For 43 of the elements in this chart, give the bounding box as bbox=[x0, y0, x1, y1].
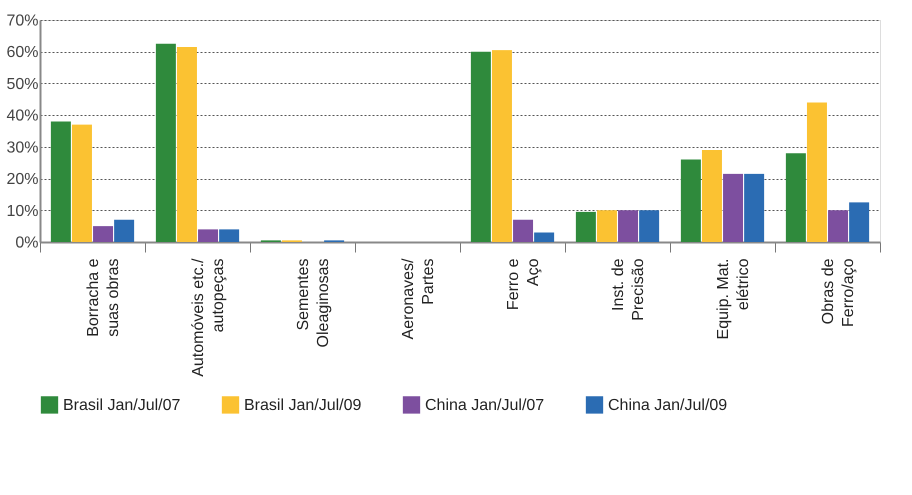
bar bbox=[114, 220, 134, 242]
bar bbox=[680, 160, 701, 242]
bar bbox=[702, 150, 722, 242]
bar bbox=[828, 210, 848, 242]
bar bbox=[596, 210, 617, 242]
x-tick-label: Equip. Mat. elétrico bbox=[715, 258, 752, 340]
y-tick-label: 0% bbox=[15, 234, 38, 252]
x-tick-label: Ferro e Aço bbox=[505, 258, 542, 310]
y-tick-label: 20% bbox=[6, 171, 38, 188]
x-tick-label: Obras de Ferro/aço bbox=[820, 258, 857, 327]
bar bbox=[93, 226, 114, 242]
bar bbox=[492, 50, 512, 242]
legend-label: Brasil Jan/Jul/09 bbox=[244, 396, 362, 414]
x-tick-label: Borracha e suas obras bbox=[85, 258, 122, 337]
bar bbox=[849, 202, 870, 242]
bar bbox=[219, 229, 240, 242]
bar bbox=[576, 212, 596, 242]
y-tick-label: 30% bbox=[6, 139, 38, 156]
legend-label: China Jan/Jul/09 bbox=[608, 396, 728, 414]
y-tick-label: 50% bbox=[6, 76, 38, 93]
x-tick-label: Inst. de Precisão bbox=[610, 258, 647, 321]
bar bbox=[786, 153, 806, 242]
bar bbox=[156, 44, 176, 242]
bar bbox=[744, 174, 764, 242]
legend-label: Brasil Jan/Jul/07 bbox=[63, 396, 180, 414]
bar bbox=[198, 229, 218, 242]
bar bbox=[639, 210, 660, 242]
bar bbox=[534, 232, 554, 242]
bar bbox=[176, 46, 197, 242]
y-tick-label: 60% bbox=[6, 44, 38, 62]
bar bbox=[618, 210, 638, 242]
y-tick-label: 40% bbox=[6, 108, 38, 125]
bar bbox=[50, 121, 71, 242]
bar bbox=[723, 174, 744, 242]
bar bbox=[806, 102, 827, 242]
legend-label: China Jan/Jul/07 bbox=[425, 396, 544, 414]
x-tick-label: Automóveis etc./ autopeças bbox=[190, 258, 227, 377]
bar bbox=[513, 220, 534, 242]
y-tick-label: 10% bbox=[6, 202, 38, 220]
bar bbox=[72, 124, 92, 242]
y-tick-label: 70% bbox=[6, 12, 38, 30]
bar bbox=[470, 52, 491, 242]
x-tick-label: Aeronaves/ Partes bbox=[400, 258, 437, 340]
